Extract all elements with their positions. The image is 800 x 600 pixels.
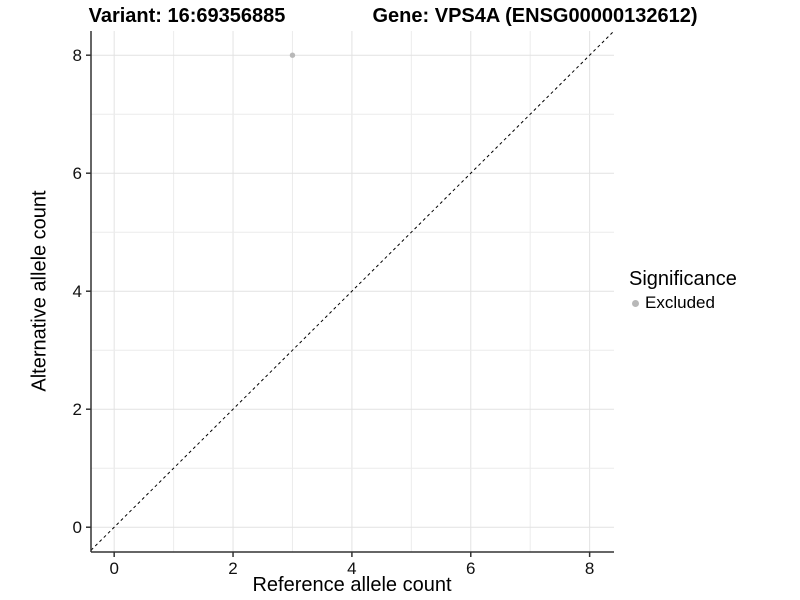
- excluded-point-icon: [632, 299, 639, 307]
- y-tick-label: 6: [73, 164, 82, 183]
- gene-title: Gene: VPS4A (ENSG00000132612): [372, 5, 698, 27]
- y-tick-label: 0: [73, 518, 82, 537]
- variant-title: Variant: 16:69356885: [88, 5, 286, 27]
- y-axis-title: Alternative allele count: [28, 190, 51, 392]
- x-axis-title: Reference allele count: [252, 574, 452, 596]
- x-tick-label: 6: [466, 559, 475, 578]
- x-tick-label: 8: [585, 559, 594, 578]
- legend: Significance Excluded: [629, 268, 737, 313]
- y-tick-label: 2: [73, 400, 82, 419]
- y-tick-label: 4: [73, 282, 82, 301]
- x-tick-label: 4: [347, 559, 356, 578]
- legend-title: Significance: [629, 268, 737, 290]
- identity-dashed-line: [90, 30, 615, 551]
- legend-item-excluded: Excluded: [629, 293, 737, 313]
- x-tick-label: 0: [109, 559, 118, 578]
- x-tick-label: 2: [228, 559, 237, 578]
- y-tick-label: 8: [73, 46, 82, 65]
- data-point: [289, 52, 296, 58]
- legend-item-label: Excluded: [645, 293, 715, 312]
